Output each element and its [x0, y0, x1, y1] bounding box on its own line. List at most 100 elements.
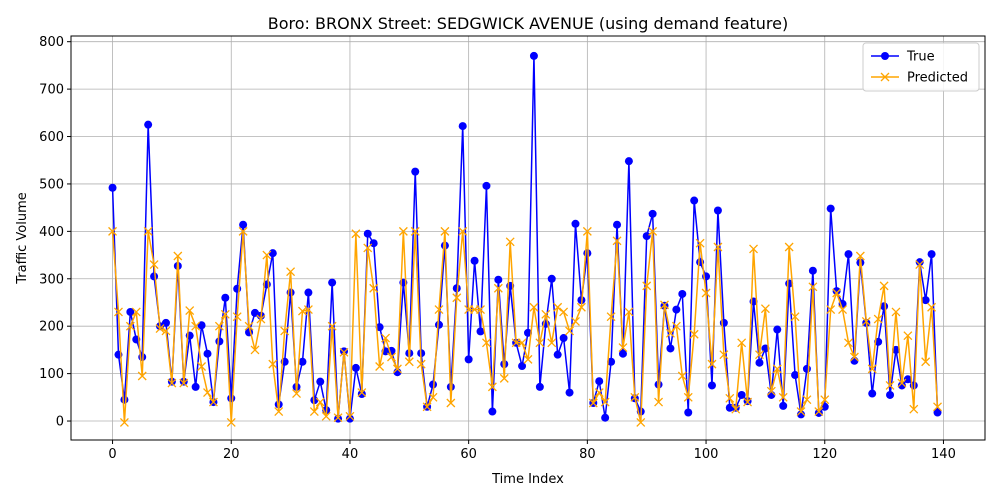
predicted-point	[440, 226, 450, 236]
predicted-point	[309, 407, 319, 417]
true-point	[624, 157, 633, 166]
true-point	[191, 382, 200, 391]
true-point	[529, 51, 538, 60]
predicted-point	[404, 357, 414, 367]
true-point	[601, 413, 610, 422]
predicted-point	[885, 381, 895, 390]
predicted-point	[683, 392, 693, 402]
predicted-point	[208, 397, 218, 407]
true-point	[571, 219, 580, 228]
true-point	[494, 275, 503, 284]
predicted-point	[220, 309, 230, 319]
predicted-point	[855, 251, 865, 261]
predicted-point	[327, 321, 337, 331]
predicted-point	[897, 378, 907, 388]
predicted-point	[648, 226, 658, 236]
predicted-point	[737, 338, 747, 348]
x-tick-label: 40	[342, 447, 359, 462]
chart-title: Boro: BRONX Street: SEDGWICK AVENUE (usi…	[268, 14, 789, 33]
predicted-point	[749, 244, 758, 254]
predicted-point	[707, 359, 717, 369]
predicted-point	[559, 307, 569, 317]
predicted-point	[387, 352, 396, 362]
predicted-point	[143, 226, 153, 236]
true-point	[773, 325, 782, 334]
predicted-line	[111, 230, 939, 424]
x-axis-title: Time Index	[491, 472, 564, 487]
predicted-point	[238, 226, 248, 236]
predicted-point	[381, 333, 391, 343]
predicted-point	[493, 283, 503, 293]
predicted-point	[576, 302, 586, 312]
true-point	[547, 274, 556, 283]
predicted-point	[422, 402, 432, 412]
true-point	[369, 239, 378, 248]
predicted-point	[760, 304, 770, 314]
predicted-point	[701, 288, 711, 298]
true-point	[779, 401, 788, 410]
y-tick-label: 700	[39, 83, 64, 98]
predicted-point	[250, 345, 260, 355]
predicted-point	[114, 307, 123, 317]
plot-frame	[70, 35, 986, 441]
predicted-point	[541, 309, 551, 319]
predicted-point	[820, 395, 830, 405]
true-point	[648, 209, 657, 218]
predicted-point	[654, 397, 664, 407]
true-point	[221, 293, 230, 302]
true-point	[755, 358, 764, 367]
true-point	[713, 206, 722, 215]
predicted-point	[315, 397, 325, 407]
true-point	[832, 287, 841, 296]
legend-label: Predicted	[907, 71, 968, 86]
true-point	[464, 355, 473, 364]
true-point	[144, 120, 153, 129]
predicted-point	[849, 352, 859, 362]
predicted-point	[214, 321, 224, 331]
predicted-point	[179, 378, 189, 388]
predicted-point	[108, 226, 118, 236]
legend-box	[862, 42, 980, 92]
predicted-point	[624, 307, 634, 317]
true-point	[411, 167, 420, 176]
true-point	[345, 414, 354, 423]
predicted-point	[695, 238, 705, 248]
predicted-point	[867, 364, 877, 374]
predicted-point	[571, 316, 580, 326]
true-point	[197, 321, 206, 330]
predicted-point	[606, 312, 616, 322]
predicted-point	[339, 347, 349, 357]
predicted-point	[790, 312, 800, 322]
true-point	[375, 323, 384, 332]
true-point	[316, 377, 325, 386]
true-point	[678, 289, 687, 298]
predicted-point	[582, 226, 592, 236]
predicted-point	[333, 413, 343, 423]
legend-label: True	[906, 50, 935, 65]
true-point	[607, 357, 616, 366]
predicted-point	[844, 338, 853, 348]
predicted-point	[167, 378, 177, 388]
true-point	[150, 272, 159, 281]
y-tick-label: 800	[39, 35, 64, 50]
predicted-point	[891, 307, 901, 317]
predicted-point	[137, 371, 147, 381]
predicted-point	[505, 237, 515, 247]
legend-item-predicted: Predicted	[871, 71, 968, 86]
predicted-point	[909, 404, 919, 414]
predicted-point	[523, 354, 533, 364]
true-point	[672, 305, 681, 314]
x-tick-label: 100	[694, 447, 719, 462]
predicted-point	[671, 321, 681, 331]
true-point	[808, 266, 817, 275]
predicted-point	[665, 328, 675, 338]
true-point	[903, 375, 912, 384]
predicted-point	[321, 411, 331, 421]
true-point	[797, 410, 806, 419]
predicted-point	[731, 404, 741, 414]
true-point	[482, 181, 491, 190]
true-point	[868, 389, 877, 398]
true-point	[642, 232, 651, 241]
